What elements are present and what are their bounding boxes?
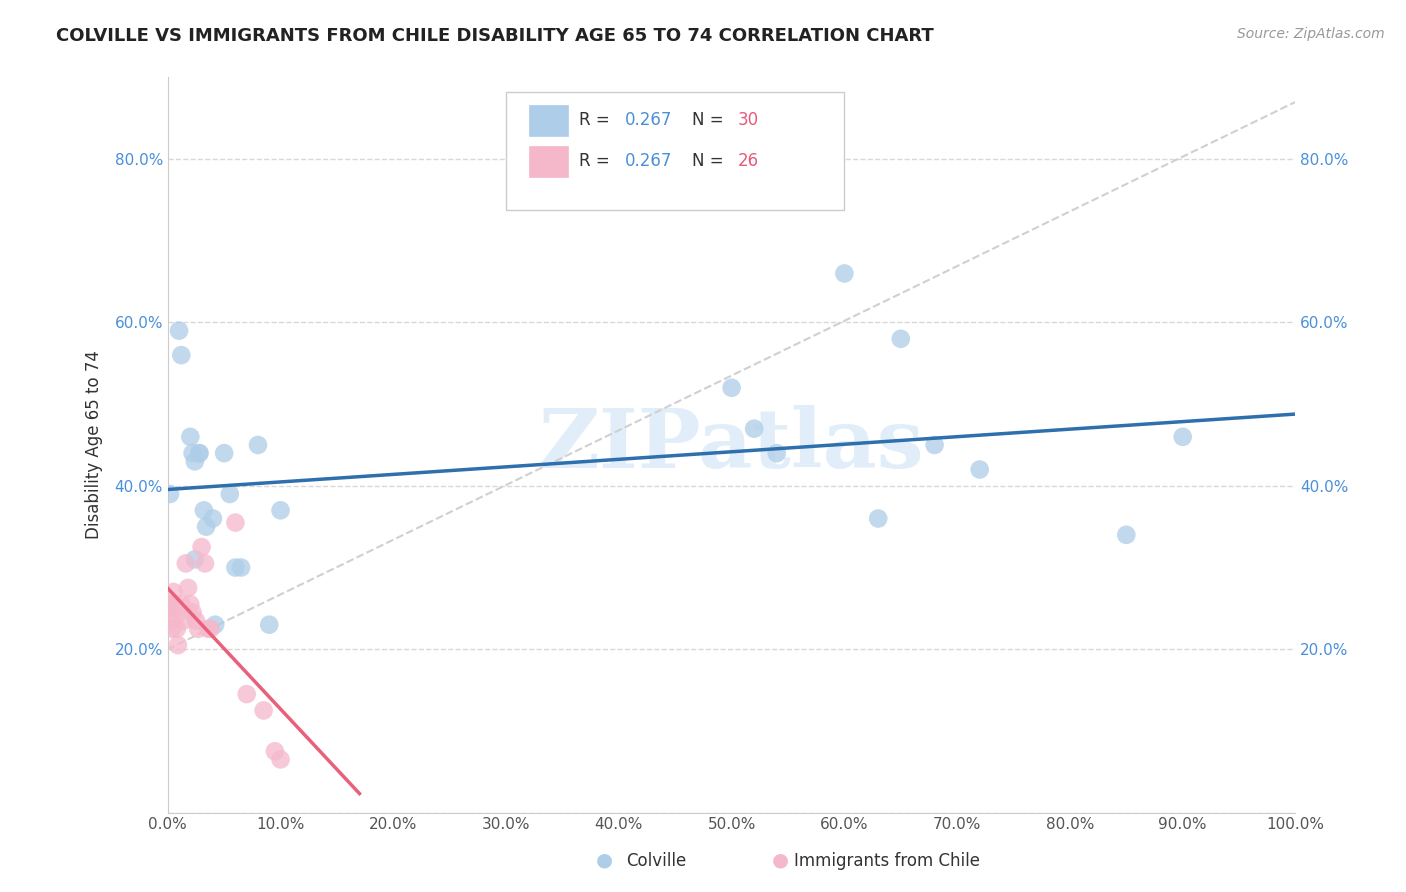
Point: [253, 703, 276, 717]
Point: [200, 622, 222, 636]
Point: [890, 332, 912, 346]
Point: [167, 638, 190, 652]
Point: [184, 552, 207, 566]
Point: [170, 348, 193, 362]
Point: [270, 503, 292, 517]
Text: ZIPatlas: ZIPatlas: [538, 405, 924, 485]
Point: [969, 462, 991, 476]
Point: [195, 519, 218, 533]
Point: [834, 267, 856, 281]
Point: [264, 744, 287, 758]
Text: N =: N =: [692, 153, 730, 170]
Point: [187, 622, 209, 636]
Point: [179, 597, 201, 611]
Point: [188, 446, 211, 460]
Y-axis label: Disability Age 65 to 74: Disability Age 65 to 74: [86, 351, 103, 540]
Point: [1115, 528, 1137, 542]
Point: [181, 606, 204, 620]
Point: [159, 601, 181, 615]
Point: [157, 597, 180, 611]
Point: [165, 609, 187, 624]
Point: [229, 560, 252, 574]
Text: R =: R =: [579, 153, 616, 170]
Point: [194, 557, 217, 571]
Point: [235, 687, 257, 701]
Point: [868, 511, 890, 525]
Point: [224, 560, 246, 574]
FancyBboxPatch shape: [529, 105, 568, 136]
Point: [159, 487, 181, 501]
Point: [163, 597, 186, 611]
Point: [190, 540, 212, 554]
Point: [218, 487, 240, 501]
Point: [1171, 430, 1194, 444]
Text: 30: 30: [737, 112, 758, 129]
Point: [246, 438, 269, 452]
Point: [167, 324, 190, 338]
Point: [162, 622, 184, 636]
Point: [193, 503, 215, 517]
Text: N =: N =: [692, 112, 730, 129]
Point: [173, 614, 195, 628]
FancyBboxPatch shape: [506, 92, 845, 210]
Text: 26: 26: [737, 153, 758, 170]
Point: [166, 622, 188, 636]
Text: Source: ZipAtlas.com: Source: ZipAtlas.com: [1237, 27, 1385, 41]
Point: [184, 454, 207, 468]
Point: [174, 557, 197, 571]
Point: [179, 430, 201, 444]
Text: R =: R =: [579, 112, 616, 129]
Point: [212, 446, 235, 460]
Point: [160, 614, 183, 628]
Point: [162, 585, 184, 599]
Point: [197, 622, 219, 636]
Point: [259, 617, 281, 632]
FancyBboxPatch shape: [529, 145, 568, 177]
Point: [204, 617, 226, 632]
Point: [181, 446, 204, 460]
Text: ●: ●: [596, 851, 613, 870]
Point: [224, 516, 246, 530]
Text: 0.267: 0.267: [624, 112, 672, 129]
Point: [177, 581, 200, 595]
Point: [184, 614, 207, 628]
Point: [765, 446, 787, 460]
Point: [720, 381, 742, 395]
Text: ●: ●: [772, 851, 789, 870]
Point: [270, 752, 292, 766]
Point: [742, 422, 765, 436]
Text: Immigrants from Chile: Immigrants from Chile: [794, 852, 980, 870]
Point: [170, 597, 193, 611]
Text: COLVILLE VS IMMIGRANTS FROM CHILE DISABILITY AGE 65 TO 74 CORRELATION CHART: COLVILLE VS IMMIGRANTS FROM CHILE DISABI…: [56, 27, 934, 45]
Point: [188, 446, 211, 460]
Text: 0.267: 0.267: [624, 153, 672, 170]
Point: [201, 511, 224, 525]
Text: Colville: Colville: [626, 852, 686, 870]
Point: [924, 438, 946, 452]
